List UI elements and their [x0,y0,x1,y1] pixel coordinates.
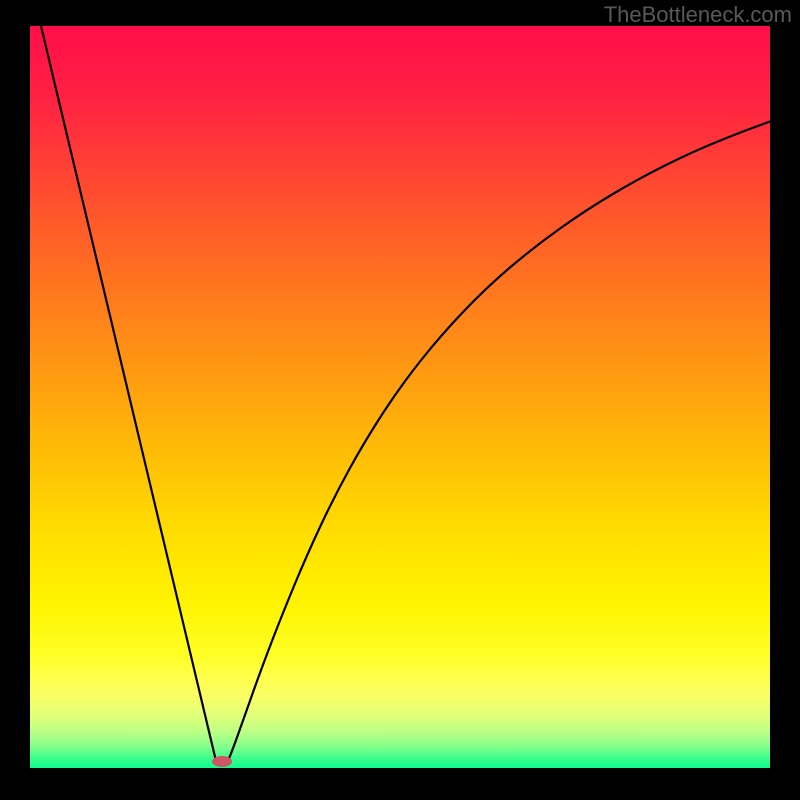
bottleneck-chart [0,0,800,800]
vertex-marker [212,756,232,767]
plot-background [30,26,770,768]
watermark-label: TheBottleneck.com [604,2,792,28]
chart-container: TheBottleneck.com [0,0,800,800]
